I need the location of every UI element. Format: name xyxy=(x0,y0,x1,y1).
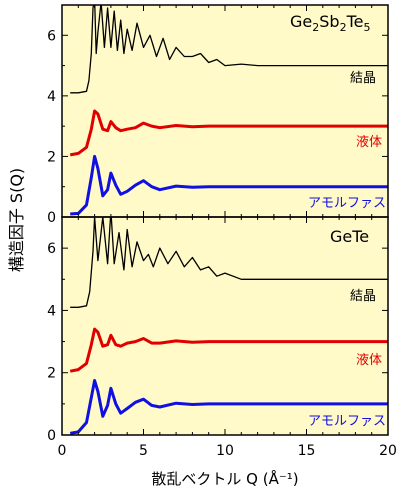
series-label-crystal: 結晶 xyxy=(350,71,376,86)
series-line-amorphous xyxy=(69,379,388,435)
y-tick-label: 4 xyxy=(47,303,56,319)
y-axis-label: 構造因子 S(Q) xyxy=(7,168,26,272)
series-label-liquid: 液体 xyxy=(356,135,382,150)
series-line-crystal xyxy=(70,217,388,308)
x-tick-label: 10 xyxy=(216,443,234,459)
bottom-panel-background xyxy=(62,217,388,435)
series-line-crystal xyxy=(70,5,388,94)
series-line-liquid xyxy=(69,327,388,373)
series-line-liquid xyxy=(69,109,388,157)
x-axis-label: 散乱ベクトル Q (Å⁻¹) xyxy=(151,469,298,488)
y-tick-label: 2 xyxy=(47,366,56,382)
bottom-panel-label: GeTe xyxy=(330,227,369,246)
axis-ticks: 0 2 4 6 0 2 4 6 0 5 10 15 20 xyxy=(47,5,397,459)
y-tick-label: 4 xyxy=(47,89,56,105)
y-tick-label: 6 xyxy=(47,241,56,257)
y-tick-label: 0 xyxy=(47,210,56,226)
x-tick-label: 5 xyxy=(139,443,148,459)
series-label-crystal: 結晶 xyxy=(350,289,376,304)
series-line-amorphous xyxy=(70,154,388,216)
x-tick-label: 20 xyxy=(379,443,397,459)
series-label-amorphous: アモルファス xyxy=(308,414,386,429)
x-tick-label: 0 xyxy=(58,443,67,459)
y-tick-label: 0 xyxy=(47,428,56,444)
y-tick-label: 6 xyxy=(47,28,56,44)
y-tick-label: 2 xyxy=(47,149,56,165)
top-panel-label: Ge2Sb2Te5 xyxy=(290,12,370,34)
series-label-amorphous: アモルファス xyxy=(308,196,386,211)
series-label-liquid: 液体 xyxy=(356,353,382,368)
x-tick-label: 15 xyxy=(298,443,316,459)
